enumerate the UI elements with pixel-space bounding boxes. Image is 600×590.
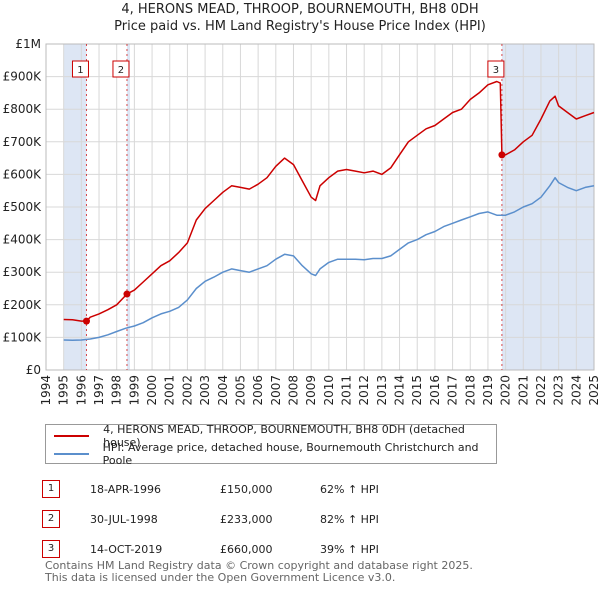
x-tick-label: 1996 — [74, 375, 88, 406]
x-tick-label: 1995 — [57, 375, 71, 406]
property-series-line — [63, 80, 595, 322]
legend-swatch-hpi — [54, 453, 89, 455]
chart-legend: 4, HERONS MEAD, THROOP, BOURNEMOUTH, BH8… — [45, 423, 497, 467]
chart-title-line2: Price paid vs. HM Land Registry's House … — [114, 19, 486, 34]
transaction-price: £660,000 — [220, 542, 273, 556]
x-tick-label: 2008 — [286, 375, 300, 406]
sale-point — [123, 290, 131, 298]
sale-point — [82, 317, 90, 325]
sale-number-label: 1 — [77, 65, 83, 76]
transaction-marker: 1 — [42, 480, 60, 498]
x-tick-label: 2007 — [269, 375, 283, 406]
x-tick-label: 2011 — [340, 375, 354, 406]
x-tick-label: 2014 — [393, 375, 407, 406]
y-tick-label: £400K — [3, 233, 43, 247]
transaction-hpi: 82% ↑ HPI — [320, 512, 379, 526]
x-tick-label: 2016 — [428, 375, 442, 406]
y-tick-label: £500K — [3, 200, 43, 214]
x-tick-label: 2013 — [375, 375, 389, 406]
legend-label-property: 4, HERONS MEAD, THROOP, BOURNEMOUTH, BH8… — [103, 423, 465, 449]
x-tick-label: 2020 — [499, 375, 513, 406]
x-tick-label: 2023 — [552, 375, 566, 406]
x-tick-label: 2012 — [357, 375, 371, 406]
y-tick-label: £700K — [3, 135, 43, 149]
y-tick-label: £100K — [3, 330, 43, 344]
footer-copyright: Contains HM Land Registry data © Crown c… — [45, 559, 473, 572]
y-tick-label: £200K — [3, 298, 43, 312]
transaction-hpi: 39% ↑ HPI — [320, 542, 379, 556]
transaction-date: 30-JUL-1998 — [90, 512, 158, 526]
footer: Contains HM Land Registry data © Crown c… — [45, 560, 473, 584]
x-tick-label: 2024 — [569, 375, 583, 406]
hpi-series-line — [63, 176, 595, 342]
sale-number-box — [487, 60, 505, 78]
transactions-table: 1 18-APR-1996 £150,000 62% ↑ HPI 2 30-JU… — [42, 474, 379, 564]
x-tick-label: 1998 — [110, 375, 124, 406]
table-row: 1 18-APR-1996 £150,000 62% ↑ HPI — [42, 474, 379, 504]
x-tick-label: 1994 — [39, 375, 53, 406]
plot-border — [45, 43, 595, 371]
x-tick-label: 2005 — [233, 375, 247, 406]
chart-title-line1: 4, HERONS MEAD, THROOP, BOURNEMOUTH, BH8… — [121, 2, 479, 17]
y-tick-label: £800K — [3, 102, 43, 116]
x-tick-label: 2009 — [304, 375, 318, 406]
y-tick-label: £600K — [3, 167, 43, 181]
legend-entry-hpi: HPI: Average price, detached house, Bour… — [54, 441, 496, 467]
x-tick-label: 2015 — [410, 375, 424, 406]
y-tick-label: £300K — [3, 265, 43, 279]
y-tick-label: £0 — [26, 363, 41, 377]
transaction-date: 14-OCT-2019 — [90, 542, 163, 556]
x-tick-label: 2010 — [322, 375, 336, 406]
price-chart: £0 £100K £200K £300K £400K £500K £600K £700K £80… — [3, 37, 600, 406]
transaction-marker: 3 — [42, 540, 60, 558]
x-tick-label: 2019 — [481, 375, 495, 406]
legend-label-hpi: HPI: Average price, detached house, Bour… — [102, 441, 479, 467]
transaction-price: £150,000 — [220, 482, 273, 496]
x-tick-label: 2003 — [198, 375, 212, 406]
footer-licence: This data is licensed under the Open Gov… — [45, 571, 396, 584]
legend-entry-property: 4, HERONS MEAD, THROOP, BOURNEMOUTH, BH8… — [54, 423, 496, 449]
transaction-date: 18-APR-1996 — [90, 482, 162, 496]
sale-number-label: 2 — [118, 65, 124, 76]
x-tick-label: 2000 — [145, 375, 159, 406]
table-row: 3 14-OCT-2019 £660,000 39% ↑ HPI — [42, 534, 379, 564]
x-tick-label: 2001 — [163, 375, 177, 406]
sale-number-box — [71, 60, 89, 78]
x-tick-label: 2017 — [446, 375, 460, 406]
x-tick-label: 2025 — [587, 375, 600, 406]
transaction-hpi: 62% ↑ HPI — [320, 482, 379, 496]
legend-swatch-property — [54, 435, 90, 437]
sale-number-box — [112, 60, 130, 78]
table-row: 2 30-JUL-1998 £233,000 82% ↑ HPI — [42, 504, 379, 534]
x-tick-label: 1997 — [92, 375, 106, 406]
x-tick-label: 2021 — [516, 375, 530, 406]
x-tick-label: 1999 — [127, 375, 141, 406]
x-tick-label: 2004 — [216, 375, 230, 406]
transaction-price: £233,000 — [220, 512, 273, 526]
sale-number-label: 3 — [493, 65, 499, 76]
x-tick-label: 2006 — [251, 375, 265, 406]
y-tick-label: £1M — [15, 37, 41, 51]
y-tick-label: £900K — [3, 70, 43, 84]
x-tick-label: 2002 — [180, 375, 194, 406]
x-tick-label: 2018 — [463, 375, 477, 406]
transaction-marker: 2 — [42, 510, 60, 528]
sale-point — [498, 151, 506, 159]
x-tick-label: 2022 — [534, 375, 548, 406]
